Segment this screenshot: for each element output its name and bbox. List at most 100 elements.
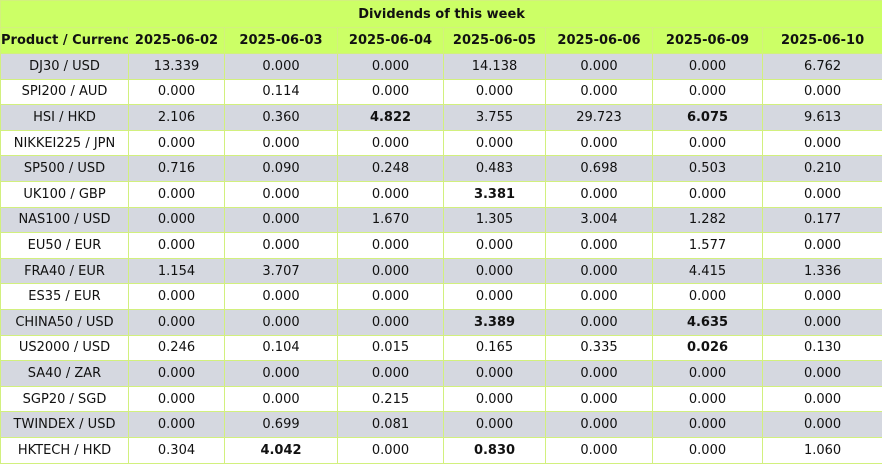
dividend-value-cell: 0.015 xyxy=(337,334,444,362)
dividend-value-cell: 0.000 xyxy=(128,129,225,157)
dividend-value-cell: 0.081 xyxy=(337,411,444,438)
product-cell: HKTECH / HKD xyxy=(0,436,129,464)
dividend-value-cell: 3.004 xyxy=(545,206,653,234)
dividend-value-cell: 0.000 xyxy=(761,360,882,387)
product-cell: NIKKEI225 / JPN xyxy=(0,129,129,157)
dividend-value-cell: 14.138 xyxy=(443,53,546,80)
dividend-value-cell: 0.000 xyxy=(224,180,338,208)
dividend-value-cell: 0.000 xyxy=(761,129,882,157)
header-row: Product / Currency 2025-06-02 2025-06-03… xyxy=(0,27,882,54)
table-row: SGP20 / SGD 0.000 0.000 0.215 0.000 0.000 0.00… xyxy=(0,385,882,413)
dividend-value-cell: 0.000 xyxy=(337,283,444,310)
dividend-value-cell: 0.000 xyxy=(545,257,653,285)
dividend-value-cell: 0.000 xyxy=(337,232,444,259)
dividend-value-cell: 0.000 xyxy=(128,385,225,413)
product-cell: SP500 / USD xyxy=(0,155,129,182)
dividend-value-cell: 0.000 xyxy=(652,180,763,208)
dividend-value-cell: 0.000 xyxy=(761,308,882,336)
dividend-value-cell: 0.000 xyxy=(337,257,444,285)
dividend-value-cell: 0.000 xyxy=(224,360,338,387)
table-row: US2000 / USD 0.246 0.104 0.015 0.165 0.335 0.0… xyxy=(0,334,882,362)
dividend-value-cell: 0.000 xyxy=(652,53,763,80)
dividend-value-cell: 0.000 xyxy=(545,436,653,464)
table-row: FRA40 / EUR 1.154 3.707 0.000 0.000 0.000 4.41… xyxy=(0,257,882,285)
table-row: TWINDEX / USD 0.000 0.699 0.081 0.000 0.000 0.… xyxy=(0,411,882,438)
table-row: SP500 / USD 0.716 0.090 0.248 0.483 0.698 0.50… xyxy=(0,155,882,182)
dividend-value-cell: 4.042 xyxy=(224,436,338,464)
dividend-value-cell: 0.000 xyxy=(545,308,653,336)
table-row: DJ30 / USD 13.339 0.000 0.000 14.138 0.000 0.0… xyxy=(0,53,882,80)
column-header-product: Product / Currency xyxy=(0,27,129,54)
dividend-value-cell: 0.000 xyxy=(128,360,225,387)
dividend-value-cell: 0.000 xyxy=(652,78,763,106)
dividend-value-cell: 0.165 xyxy=(443,334,546,362)
column-header-date: 2025-06-06 xyxy=(545,27,653,54)
dividend-value-cell: 0.000 xyxy=(224,232,338,259)
column-header-date: 2025-06-02 xyxy=(128,27,225,54)
dividend-value-cell: 0.699 xyxy=(224,411,338,438)
dividend-value-cell: 0.000 xyxy=(128,411,225,438)
table-row: EU50 / EUR 0.000 0.000 0.000 0.000 0.000 1.577… xyxy=(0,232,882,259)
dividend-value-cell: 0.000 xyxy=(224,385,338,413)
dividend-value-cell: 0.000 xyxy=(652,129,763,157)
dividend-value-cell: 4.822 xyxy=(337,104,444,131)
dividend-value-cell: 0.000 xyxy=(545,283,653,310)
product-cell: SA40 / ZAR xyxy=(0,360,129,387)
dividend-value-cell: 0.000 xyxy=(337,78,444,106)
dividend-value-cell: 0.000 xyxy=(128,232,225,259)
dividend-value-cell: 0.090 xyxy=(224,155,338,182)
dividend-value-cell: 0.000 xyxy=(761,385,882,413)
dividend-value-cell: 0.000 xyxy=(761,180,882,208)
table-row: HKTECH / HKD 0.304 4.042 0.000 0.830 0.000 0.0… xyxy=(0,436,882,464)
dividend-value-cell: 0.000 xyxy=(761,283,882,310)
dividend-value-cell: 0.248 xyxy=(337,155,444,182)
dividend-value-cell: 0.000 xyxy=(443,360,546,387)
dividend-value-cell: 0.026 xyxy=(652,334,763,362)
dividend-value-cell: 0.000 xyxy=(652,411,763,438)
product-cell: ES35 / EUR xyxy=(0,283,129,310)
product-cell: US2000 / USD xyxy=(0,334,129,362)
column-header-date: 2025-06-05 xyxy=(443,27,546,54)
dividend-value-cell: 0.114 xyxy=(224,78,338,106)
dividend-value-cell: 6.762 xyxy=(761,53,882,80)
table-row: CHINA50 / USD 0.000 0.000 0.000 3.389 0.000 4.… xyxy=(0,308,882,336)
dividend-value-cell: 3.381 xyxy=(443,180,546,208)
dividend-value-cell: 0.000 xyxy=(337,436,444,464)
product-cell: UK100 / GBP xyxy=(0,180,129,208)
dividend-value-cell: 4.415 xyxy=(652,257,763,285)
dividend-value-cell: 0.000 xyxy=(128,206,225,234)
dividend-value-cell: 2.106 xyxy=(128,104,225,131)
table-row: UK100 / GBP 0.000 0.000 0.000 3.381 0.000 0.00… xyxy=(0,180,882,208)
dividend-value-cell: 1.282 xyxy=(652,206,763,234)
dividend-value-cell: 0.000 xyxy=(128,308,225,336)
product-cell: SPI200 / AUD xyxy=(0,78,129,106)
dividend-value-cell: 0.000 xyxy=(443,385,546,413)
dividend-value-cell: 0.000 xyxy=(545,360,653,387)
dividend-value-cell: 0.503 xyxy=(652,155,763,182)
table-row: ES35 / EUR 0.000 0.000 0.000 0.000 0.000 0.000… xyxy=(0,283,882,310)
product-cell: NAS100 / USD xyxy=(0,206,129,234)
dividend-value-cell: 0.000 xyxy=(652,385,763,413)
dividend-value-cell: 0.000 xyxy=(224,206,338,234)
dividend-value-cell: 29.723 xyxy=(545,104,653,131)
dividend-value-cell: 0.000 xyxy=(545,180,653,208)
dividend-value-cell: 0.000 xyxy=(224,129,338,157)
dividend-value-cell: 3.707 xyxy=(224,257,338,285)
product-cell: HSI / HKD xyxy=(0,104,129,131)
dividend-value-cell: 0.000 xyxy=(545,78,653,106)
product-cell: TWINDEX / USD xyxy=(0,411,129,438)
dividend-value-cell: 13.339 xyxy=(128,53,225,80)
dividend-value-cell: 9.613 xyxy=(761,104,882,131)
dividend-value-cell: 6.075 xyxy=(652,104,763,131)
dividend-value-cell: 0.177 xyxy=(761,206,882,234)
dividend-value-cell: 1.670 xyxy=(337,206,444,234)
dividend-value-cell: 0.000 xyxy=(443,129,546,157)
table-row: NIKKEI225 / JPN 0.000 0.000 0.000 0.000 0.000… xyxy=(0,129,882,157)
dividend-value-cell: 0.000 xyxy=(545,53,653,80)
product-cell: SGP20 / SGD xyxy=(0,385,129,413)
dividend-value-cell: 0.000 xyxy=(224,53,338,80)
dividend-value-cell: 0.000 xyxy=(337,53,444,80)
dividend-value-cell: 0.104 xyxy=(224,334,338,362)
product-cell: CHINA50 / USD xyxy=(0,308,129,336)
